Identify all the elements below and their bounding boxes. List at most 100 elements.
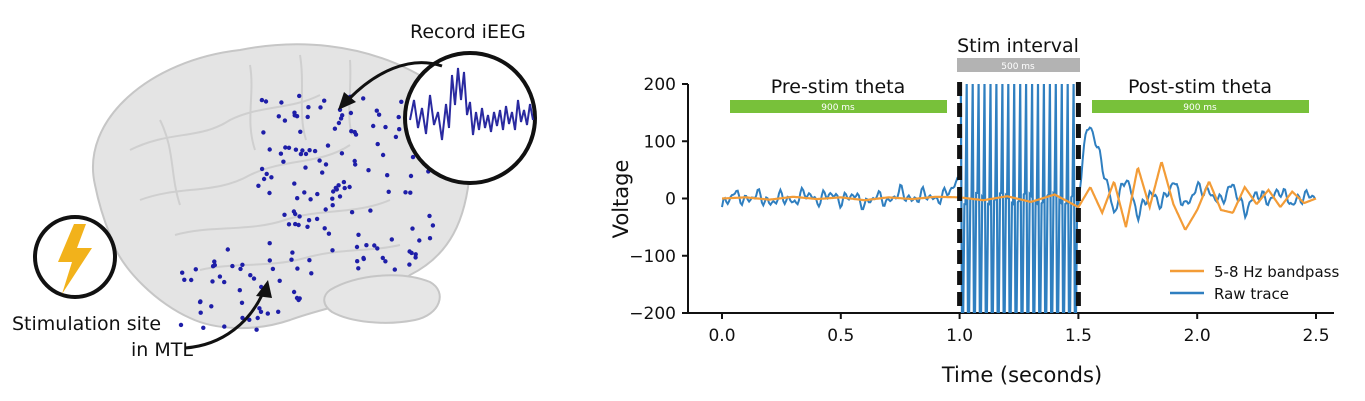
electrode-dot: [374, 108, 379, 113]
electrode-dot: [300, 148, 305, 153]
y-tick-label: −100: [629, 247, 676, 267]
electrode-dot: [276, 114, 281, 119]
electrode-dot: [264, 171, 269, 177]
electrode-dot: [297, 296, 302, 301]
electrode-dot: [305, 114, 310, 120]
electrode-dot: [248, 273, 253, 278]
post-stim-bar-label: 900 ms: [1183, 103, 1217, 113]
electrode-dot: [267, 190, 272, 196]
electrode-dot: [333, 185, 338, 191]
electrode-dot: [276, 309, 281, 314]
electrode-dot: [322, 98, 327, 103]
y-axis-ticks: −200 −100 0 100 200: [629, 75, 688, 324]
electrode-dot: [306, 105, 311, 110]
legend: 5-8 Hz bandpass Raw trace: [1170, 263, 1339, 303]
electrode-dot: [330, 203, 335, 208]
electrode-dot: [193, 267, 198, 272]
electrode-dot: [240, 262, 245, 267]
electrode-dot: [289, 257, 294, 262]
electrode-dot: [282, 212, 287, 217]
electrode-dot: [212, 262, 217, 268]
electrode-dot: [217, 274, 223, 279]
electrode-dot: [239, 300, 245, 305]
electrode-dot: [267, 258, 272, 263]
electrode-dot: [259, 97, 265, 103]
electrode-dot: [323, 162, 329, 167]
electrode-dot: [307, 148, 312, 153]
electrode-dot: [317, 158, 322, 163]
electrode-dot: [296, 222, 301, 228]
electrode-dot: [281, 159, 286, 164]
electrode-dot: [267, 147, 272, 152]
series-bandpass: [722, 161, 1317, 231]
electrode-dot: [278, 151, 284, 156]
y-tick-label: 100: [644, 132, 676, 152]
electrode-dot: [297, 93, 302, 99]
record-arrowhead: [338, 92, 356, 110]
electrode-dot: [306, 218, 312, 223]
electrode-dot: [254, 327, 259, 332]
electrode-dot: [323, 207, 328, 212]
record-ieeg-label: Record iEEG: [410, 21, 526, 43]
stim-interval-bar-label: 500 ms: [1001, 62, 1035, 72]
electrode-dot: [330, 248, 335, 253]
electrode-dot: [309, 271, 314, 276]
electrode-dot: [295, 196, 300, 201]
x-tick-label: 0.0: [708, 326, 735, 346]
electrode-dot: [257, 306, 262, 311]
electrode-dot: [342, 185, 347, 191]
electrode-dot: [293, 221, 298, 227]
electrode-dot: [269, 175, 274, 180]
electrode-dot: [413, 255, 418, 260]
stim-arrowhead: [256, 280, 272, 298]
electrode-dot: [361, 255, 366, 261]
electrode-dot: [263, 99, 269, 104]
electrode-dot: [295, 266, 300, 271]
electrode-dot: [198, 310, 203, 315]
electrode-dot: [291, 209, 297, 214]
electrode-dot: [222, 324, 227, 329]
electrode-dot: [349, 129, 354, 134]
electrode-grid: [178, 93, 436, 332]
electrode-dot: [353, 162, 358, 167]
x-tick-label: 0.5: [827, 326, 854, 346]
brain-folds: [129, 54, 401, 271]
legend-label-raw: Raw trace: [1214, 285, 1289, 303]
electrode-dot: [197, 299, 203, 305]
pre-stim-bar-label: 900 ms: [821, 103, 855, 113]
electrode-dot: [364, 243, 369, 248]
electrode-dot: [305, 224, 310, 229]
electrode-dot: [314, 216, 320, 222]
electrode-dot: [240, 315, 245, 321]
electrode-dot: [380, 255, 385, 261]
electrode-dot: [178, 322, 184, 328]
electrode-dot: [336, 183, 341, 188]
stimulation-site-label: Stimulation site: [12, 313, 161, 335]
electrode-dot: [212, 259, 217, 264]
electrode-dot: [407, 249, 412, 254]
stim-interval-bar: [957, 58, 1080, 72]
electrode-dot: [293, 147, 299, 152]
electrode-dot: [399, 99, 404, 105]
post-stim-theta-label: Post-stim theta: [1128, 76, 1272, 98]
electrode-dot: [417, 238, 422, 243]
electrode-dot: [256, 183, 261, 188]
electrode-dot: [341, 179, 347, 185]
electrode-dot: [361, 96, 366, 101]
chart-panel: 0.0 0.5 1.0 1.5 2.0 2.5 −200 −100 0 100 200 Time …: [609, 35, 1339, 387]
electrode-dot: [385, 173, 390, 178]
electrode-dot: [258, 309, 264, 314]
electrode-dot: [375, 141, 380, 147]
pre-stim-theta-label: Pre-stim theta: [771, 76, 906, 98]
electrode-dot: [338, 116, 344, 121]
electrode-dot: [403, 190, 408, 195]
electrode-dot: [337, 194, 343, 199]
series-raw-trace-pre: [721, 176, 960, 211]
electrode-dot: [237, 288, 242, 293]
y-tick-label: 0: [665, 190, 676, 210]
electrode-dot: [322, 226, 327, 231]
electrode-dot: [408, 190, 413, 195]
electrode-dot: [318, 105, 323, 110]
electrode-dot: [261, 176, 267, 182]
